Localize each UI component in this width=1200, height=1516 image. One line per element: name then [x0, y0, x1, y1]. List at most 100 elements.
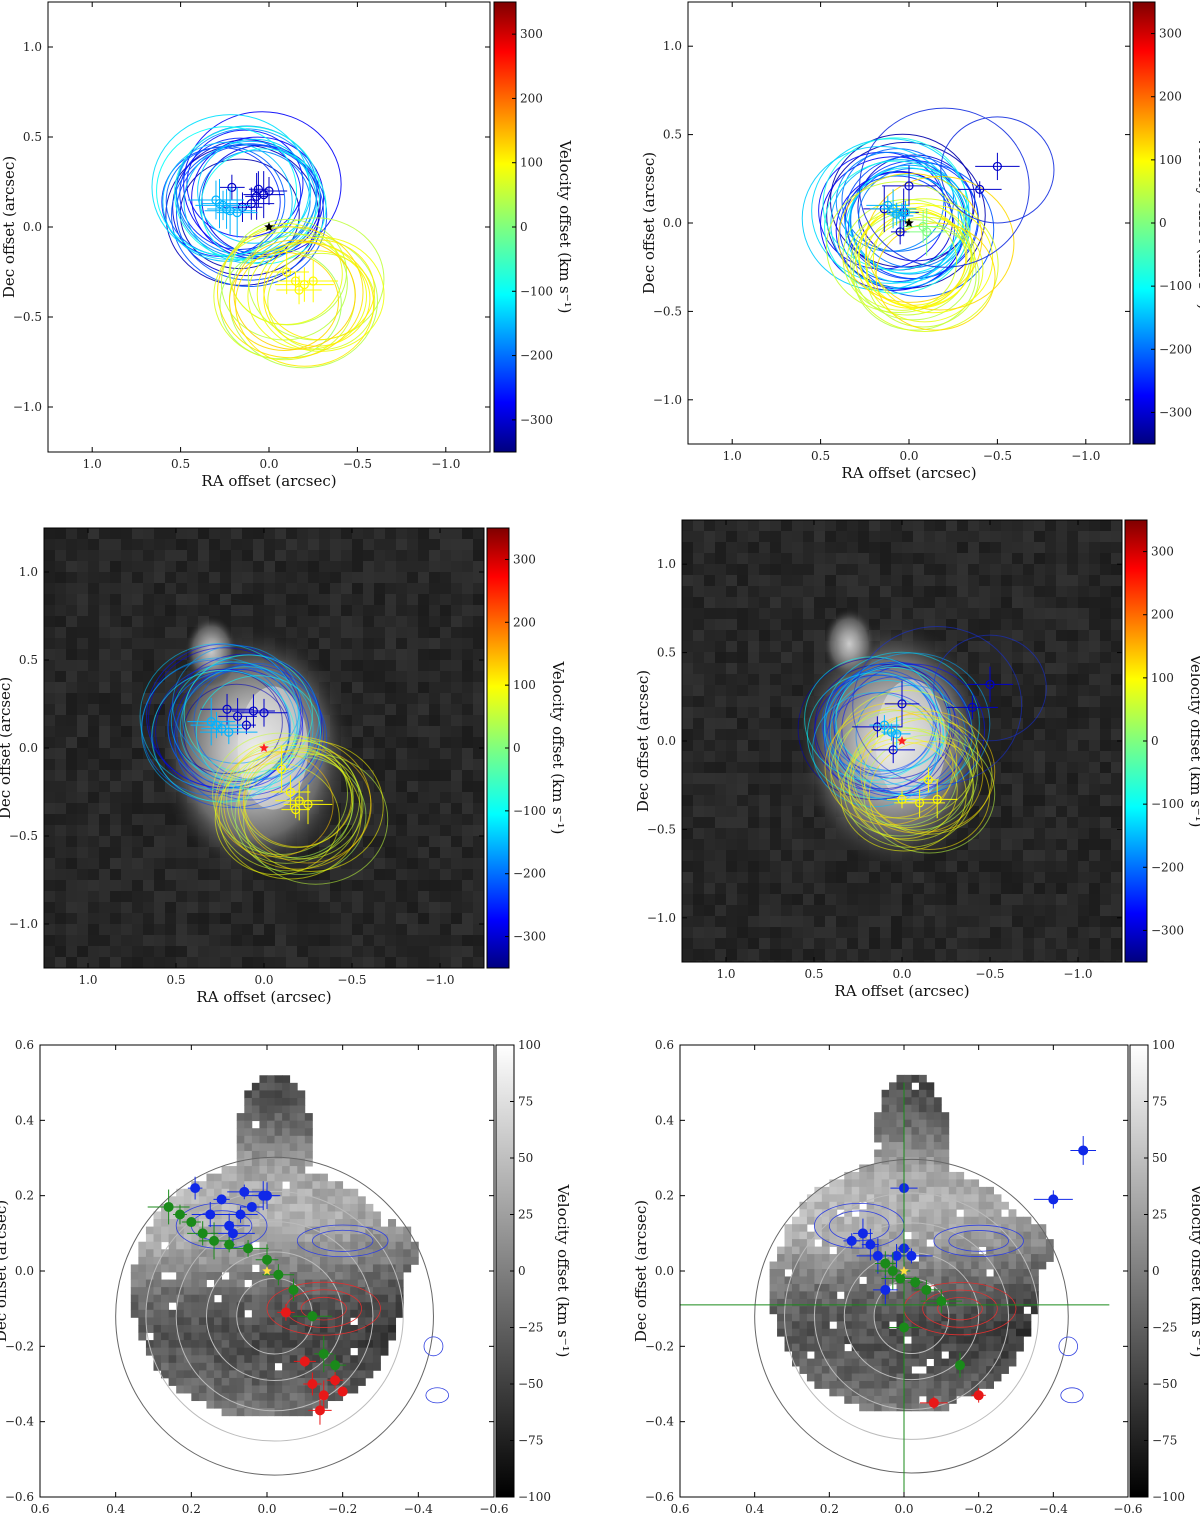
- noise-pixel: [143, 858, 155, 870]
- data-point-blue: [227, 182, 237, 192]
- noise-pixel: [792, 663, 804, 675]
- noise-pixel: [968, 938, 980, 950]
- velocity-pixel: [274, 1166, 283, 1175]
- velocity-pixel: [176, 1294, 185, 1303]
- noise-pixel: [88, 539, 100, 551]
- noise-pixel: [1045, 685, 1057, 697]
- velocity-pixel: [342, 1196, 351, 1205]
- noise-pixel: [286, 935, 298, 947]
- velocity-pixel: [244, 1226, 253, 1235]
- velocity-pixel: [130, 1309, 139, 1318]
- velocity-pixel: [319, 1211, 328, 1220]
- noise-pixel: [99, 957, 111, 968]
- noise-pixel: [1045, 784, 1057, 796]
- noise-pixel: [429, 880, 441, 892]
- velocity-pixel: [357, 1272, 366, 1280]
- velocity-pixel: [274, 1219, 283, 1227]
- noise-pixel: [55, 946, 67, 958]
- noise-pixel: [132, 759, 144, 771]
- noise-pixel: [77, 528, 89, 540]
- noise-pixel: [1023, 872, 1035, 884]
- noise-pixel: [286, 561, 298, 573]
- velocity-pixel: [335, 1188, 344, 1197]
- velocity-pixel: [327, 1219, 336, 1227]
- noise-pixel: [1001, 586, 1013, 598]
- noise-pixel: [66, 792, 78, 804]
- noise-pixel: [451, 781, 463, 793]
- velocity-pixel: [342, 1362, 351, 1371]
- noise-pixel: [407, 605, 419, 617]
- velocity-pixel: [335, 1393, 344, 1402]
- noise-pixel: [242, 880, 254, 892]
- noise-pixel: [748, 674, 760, 686]
- noise-pixel: [253, 561, 265, 573]
- noise-pixel: [44, 649, 56, 661]
- velocity-ellipse: [850, 164, 970, 275]
- noise-pixel: [319, 858, 331, 870]
- noise-pixel: [418, 891, 430, 903]
- noise-pixel: [748, 839, 760, 851]
- velocity-pixel: [372, 1309, 381, 1318]
- noise-pixel: [1012, 542, 1024, 554]
- velocity-pixel: [297, 1408, 306, 1417]
- noise-pixel: [363, 880, 375, 892]
- noise-pixel: [253, 605, 265, 617]
- velocity-pixel: [350, 1309, 359, 1318]
- noise-pixel: [770, 883, 782, 895]
- noise-pixel: [198, 946, 210, 958]
- noise-pixel: [759, 531, 771, 543]
- noise-pixel: [737, 795, 749, 807]
- noise-pixel: [825, 839, 837, 851]
- noise-pixel: [374, 671, 386, 683]
- noise-pixel: [198, 913, 210, 925]
- noise-pixel: [473, 704, 484, 716]
- noise-pixel: [803, 619, 815, 631]
- velocity-pixel: [267, 1173, 275, 1182]
- noise-pixel: [88, 726, 100, 738]
- noise-pixel: [308, 583, 320, 595]
- velocity-pixel: [335, 1294, 344, 1303]
- noise-pixel: [473, 825, 484, 837]
- noise-pixel: [726, 916, 738, 928]
- noise-pixel: [979, 850, 991, 862]
- noise-pixel: [110, 528, 122, 540]
- noise-pixel: [165, 605, 177, 617]
- noise-pixel: [143, 616, 155, 628]
- noise-pixel: [451, 924, 463, 936]
- velocity-pixel: [236, 1181, 245, 1190]
- noise-pixel: [704, 663, 716, 675]
- noise-pixel: [110, 550, 122, 562]
- noise-pixel: [1089, 641, 1101, 653]
- data-point-cyan: [892, 729, 902, 739]
- noise-pixel: [1012, 729, 1024, 741]
- noise-pixel: [209, 561, 221, 573]
- noise-pixel: [187, 880, 199, 892]
- noise-pixel: [990, 740, 1002, 752]
- noise-pixel: [341, 660, 353, 672]
- noise-pixel: [429, 759, 441, 771]
- noise-pixel: [110, 649, 122, 661]
- noise-pixel: [242, 561, 254, 573]
- noise-pixel: [1078, 916, 1090, 928]
- noise-pixel: [1067, 927, 1079, 939]
- noise-pixel: [847, 553, 859, 565]
- noise-pixel: [154, 792, 166, 804]
- noise-pixel: [473, 902, 484, 914]
- data-point-red: [337, 1386, 348, 1397]
- noise-pixel: [1056, 839, 1068, 851]
- noise-pixel: [110, 704, 122, 716]
- noise-pixel: [1078, 762, 1090, 774]
- velocity-pixel: [289, 1332, 298, 1341]
- noise-pixel: [715, 916, 727, 928]
- noise-pixel: [737, 817, 749, 829]
- noise-pixel: [891, 531, 903, 543]
- noise-pixel: [451, 770, 463, 782]
- noise-pixel: [396, 825, 408, 837]
- velocity-pixel: [388, 1256, 397, 1265]
- noise-pixel: [341, 693, 353, 705]
- noise-pixel: [99, 627, 111, 639]
- velocity-pixel: [274, 1105, 283, 1114]
- velocity-pixel: [297, 1241, 306, 1250]
- noise-pixel: [242, 583, 254, 595]
- noise-pixel: [1045, 707, 1057, 719]
